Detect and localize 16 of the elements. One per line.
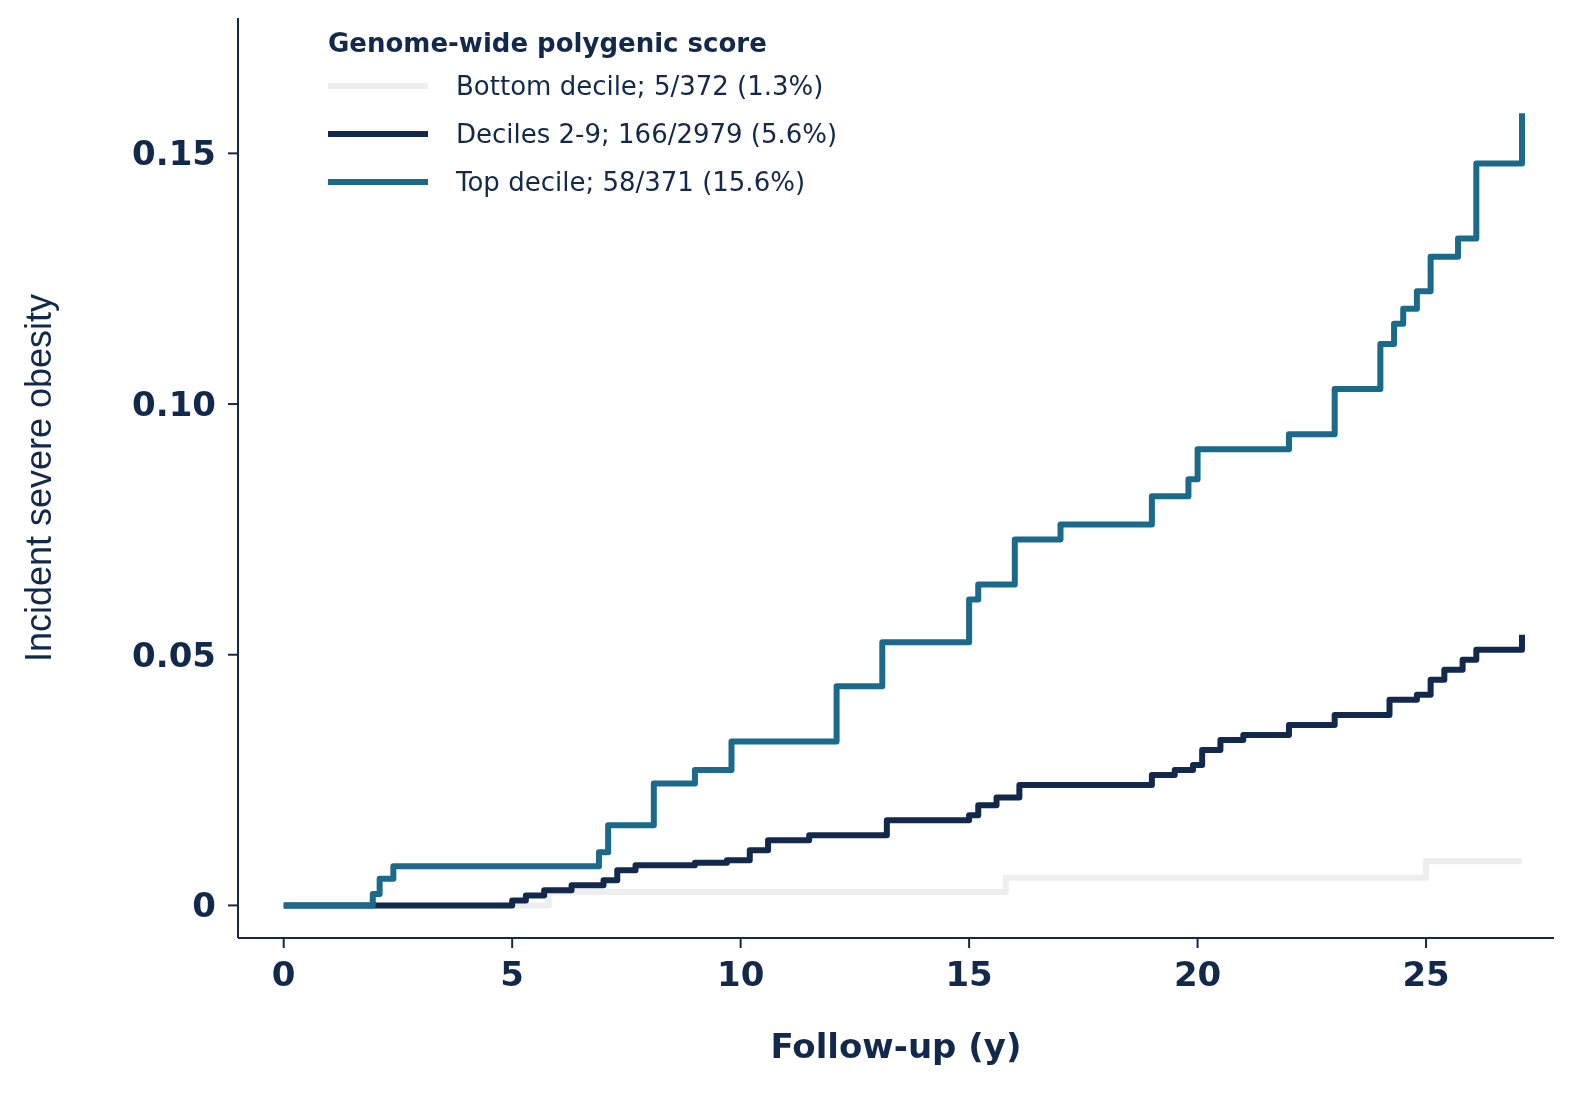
x-tick-label: 10 — [716, 954, 765, 995]
x-tick-label: 5 — [500, 954, 524, 995]
y-axis-title: Incident severe obesity — [17, 293, 59, 663]
x-tick-label: 15 — [945, 954, 993, 995]
y-tick-label: 0.05 — [132, 634, 216, 675]
y-tick-label: 0 — [192, 885, 216, 926]
x-tick-label: 0 — [271, 954, 296, 995]
legend-label: Deciles 2-9; 166/2979 (5.6%) — [456, 119, 838, 149]
legend-title: Genome-wide polygenic score — [328, 28, 768, 58]
legend-label: Top decile; 58/371 (15.6%) — [456, 167, 806, 197]
x-tick-label: 25 — [1402, 954, 1450, 995]
x-axis-title: Follow-up (y) — [770, 1026, 1022, 1066]
x-tick-label: 20 — [1173, 954, 1222, 995]
y-tick-label: 0.15 — [132, 133, 216, 174]
y-tick-label: 0.10 — [132, 384, 216, 425]
legend-label: Bottom decile; 5/372 (1.3%) — [456, 71, 824, 101]
